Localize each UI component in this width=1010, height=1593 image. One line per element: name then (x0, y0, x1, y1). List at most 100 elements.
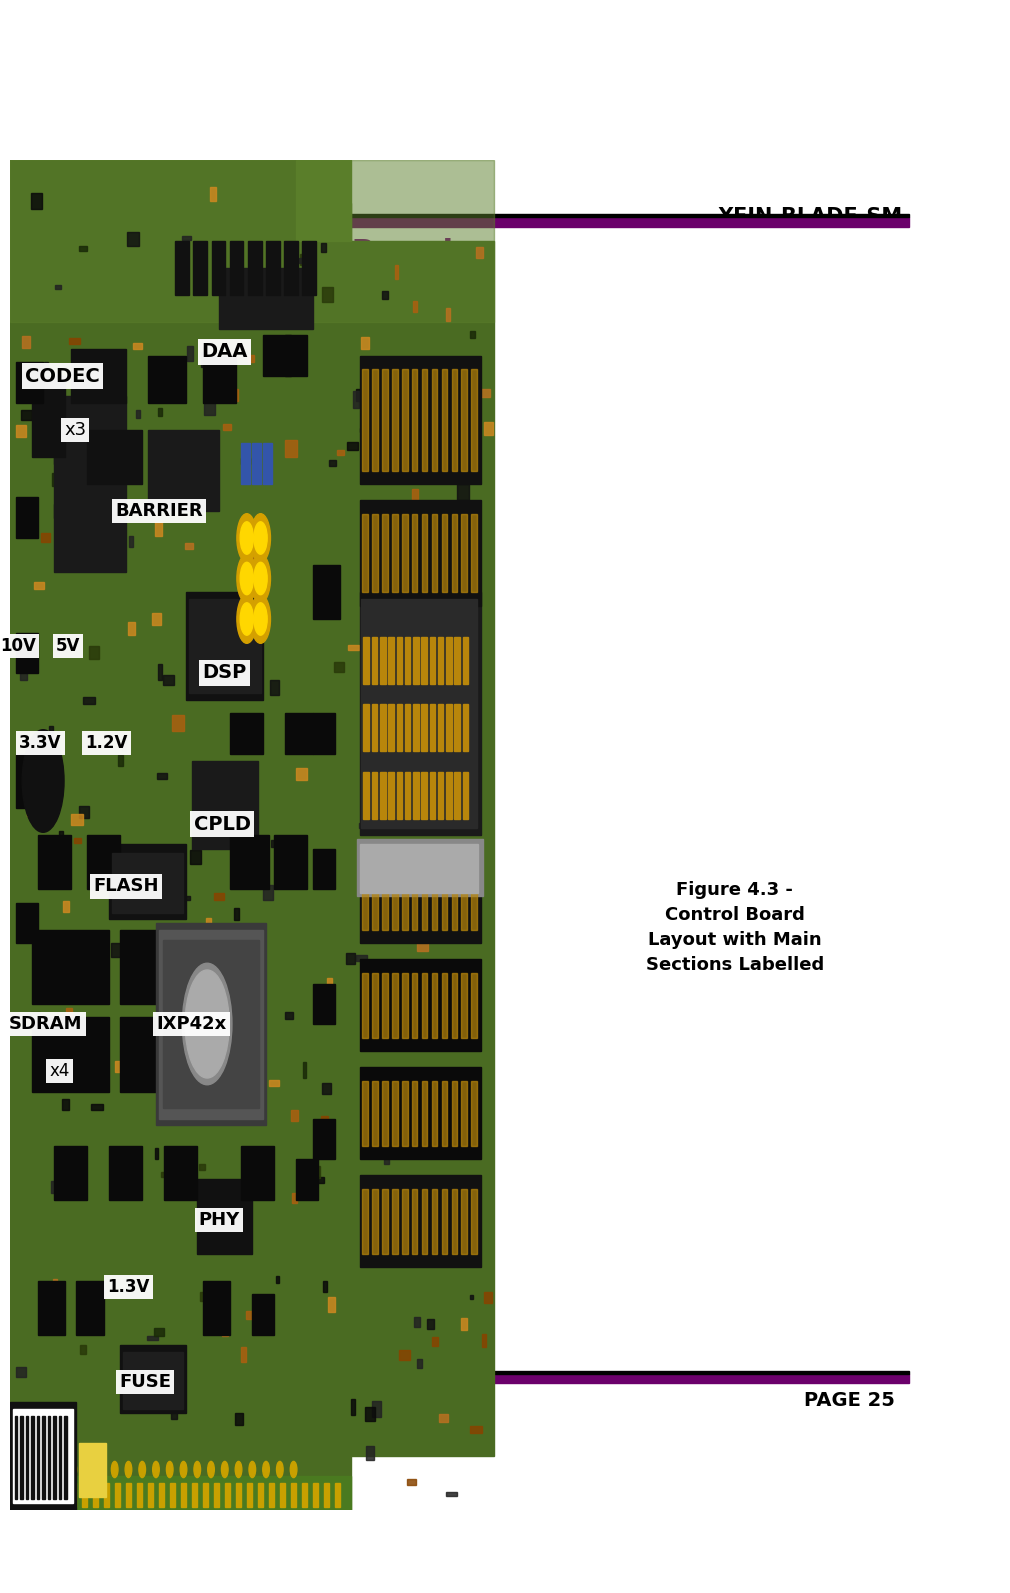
Bar (412, 513, 417, 593)
Bar (146, 908, 158, 913)
Bar (382, 865, 388, 929)
Bar (62, 1099, 70, 1110)
Bar (60, 1483, 65, 1507)
Bar (200, 784, 211, 798)
Bar (147, 430, 219, 511)
Bar (201, 352, 208, 366)
Bar (417, 1359, 422, 1368)
Bar (472, 973, 477, 1037)
Bar (446, 704, 451, 752)
Bar (441, 1080, 447, 1145)
Bar (345, 954, 356, 964)
Bar (55, 397, 125, 464)
Bar (55, 285, 62, 290)
Text: PHY: PHY (199, 1211, 240, 1228)
Text: IXP42x: IXP42x (157, 1015, 227, 1032)
Bar (484, 1292, 492, 1303)
Bar (357, 840, 484, 895)
Bar (462, 973, 467, 1037)
Text: x3: x3 (64, 421, 86, 440)
Bar (382, 513, 388, 593)
Bar (31, 1416, 33, 1499)
Bar (111, 943, 122, 957)
Bar (83, 696, 95, 704)
Bar (472, 370, 477, 470)
Bar (296, 1160, 318, 1200)
Bar (234, 908, 238, 921)
Bar (37, 1281, 66, 1335)
Bar (391, 1195, 398, 1204)
Bar (42, 1416, 44, 1499)
Bar (120, 1346, 186, 1413)
Bar (441, 513, 447, 593)
Bar (484, 422, 493, 435)
Bar (122, 867, 134, 876)
Bar (13, 1408, 74, 1504)
Bar (155, 1149, 158, 1160)
Text: FLASH: FLASH (93, 878, 159, 895)
Bar (219, 268, 275, 328)
Bar (412, 489, 418, 500)
Bar (397, 704, 402, 752)
Bar (163, 675, 174, 685)
Bar (170, 1483, 176, 1507)
Text: DAA: DAA (202, 342, 248, 362)
Bar (147, 1483, 154, 1507)
Bar (438, 803, 442, 817)
Bar (388, 704, 394, 752)
Bar (462, 1188, 467, 1254)
Text: PAGE 25: PAGE 25 (804, 1391, 895, 1410)
Circle shape (84, 1461, 91, 1478)
Text: TECHNICAL DESCRIPTION: TECHNICAL DESCRIPTION (140, 1391, 417, 1410)
Bar (86, 1282, 90, 1287)
Circle shape (254, 562, 268, 594)
Bar (382, 973, 388, 1037)
Bar (347, 443, 359, 451)
Bar (364, 704, 369, 752)
Bar (472, 1188, 477, 1254)
Bar (292, 279, 303, 287)
Bar (82, 1483, 87, 1507)
Bar (412, 973, 417, 1037)
Bar (472, 1080, 477, 1145)
Bar (55, 1145, 87, 1200)
Circle shape (263, 1461, 270, 1478)
Circle shape (290, 1461, 297, 1478)
Bar (382, 1080, 388, 1145)
Bar (230, 714, 264, 753)
Bar (296, 159, 351, 241)
Bar (373, 757, 384, 768)
Bar (446, 1204, 453, 1220)
Bar (269, 1080, 279, 1085)
Bar (34, 581, 43, 589)
Bar (407, 851, 416, 855)
Bar (333, 663, 343, 672)
Bar (309, 1166, 320, 1179)
Bar (245, 1311, 251, 1319)
Bar (429, 704, 435, 752)
Bar (382, 292, 388, 299)
Bar (421, 704, 427, 752)
Circle shape (194, 1461, 201, 1478)
Bar (392, 973, 398, 1037)
Bar (405, 704, 410, 752)
Bar (328, 1297, 335, 1313)
Bar (204, 481, 211, 487)
Bar (286, 714, 313, 753)
Bar (189, 599, 261, 693)
Bar (359, 824, 370, 828)
Bar (47, 1416, 50, 1499)
Bar (128, 621, 134, 636)
Bar (49, 1023, 57, 1029)
Bar (352, 392, 360, 408)
Text: CPLD: CPLD (194, 814, 250, 833)
Circle shape (42, 1461, 49, 1478)
Bar (120, 929, 176, 1004)
Bar (367, 879, 374, 890)
Bar (118, 755, 123, 766)
Bar (385, 765, 388, 776)
Bar (256, 927, 263, 933)
Bar (269, 1483, 275, 1507)
Bar (79, 1443, 106, 1496)
Bar (429, 637, 435, 683)
